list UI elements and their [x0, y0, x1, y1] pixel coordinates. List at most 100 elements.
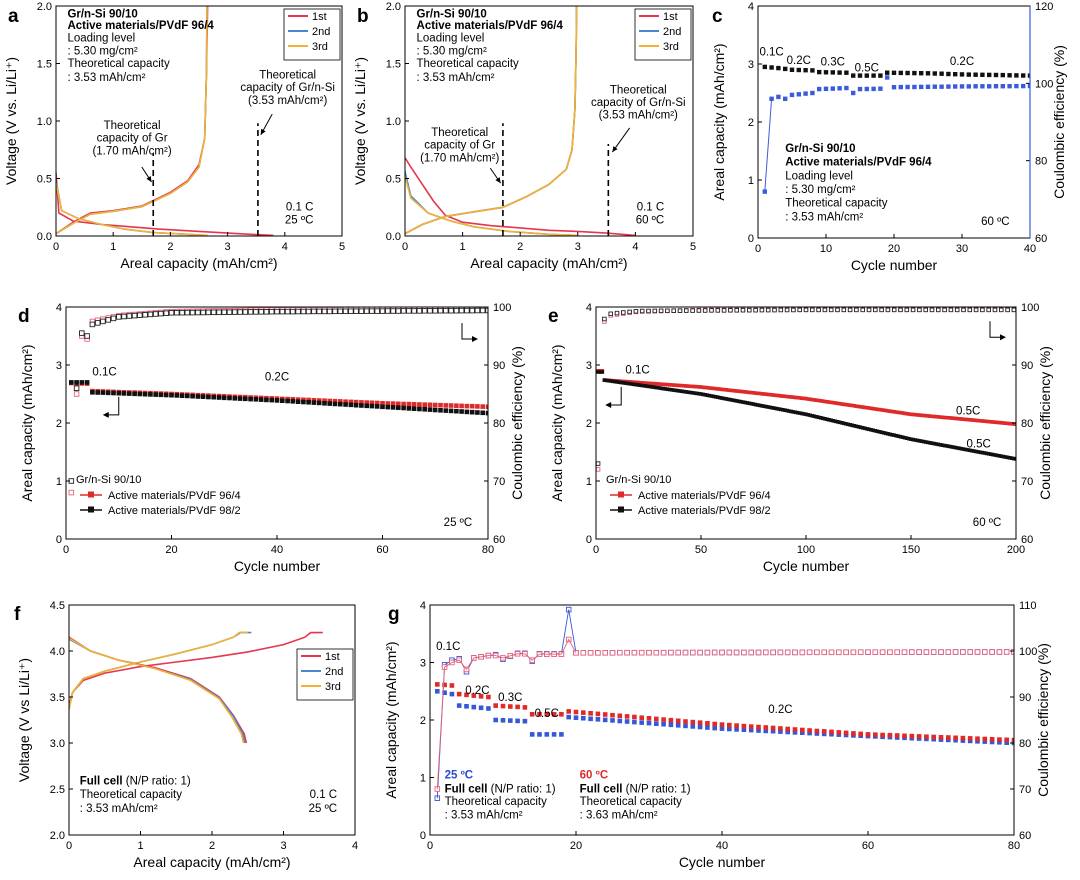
- y2-tick-label: 60: [493, 534, 505, 546]
- marker-60-c-capacity: [705, 721, 710, 726]
- marker-active-materials-pvdf-98-2: [728, 397, 733, 402]
- series-line-3rd: [56, 182, 208, 236]
- marker-60-c-ce: [952, 649, 959, 655]
- y2-tick-label: 60: [1035, 233, 1047, 245]
- marker-active-materials-pvdf-98-2: [285, 398, 290, 404]
- legend-title: Gr/n-Si 90/10: [606, 474, 671, 486]
- marker-active-materials-pvdf-96-4: [734, 389, 739, 393]
- marker-ce-pvdf-98-2: [715, 308, 721, 313]
- marker-60-c-capacity: [770, 725, 776, 731]
- marker-active-materials-pvdf-96-4: [316, 398, 322, 403]
- marker-60-c-capacity: [515, 704, 520, 710]
- marker-ce-pvdf-98-2: [126, 313, 133, 319]
- marker-active-materials-pvdf-98-2: [806, 413, 810, 417]
- marker-active-materials-pvdf-98-2: [137, 391, 143, 397]
- x-axis-label: Cycle number: [763, 558, 850, 574]
- marker-active-materials-pvdf-98-2: [936, 442, 941, 447]
- marker-active-materials-pvdf-96-4: [443, 403, 449, 408]
- marker-60-c-ce: [682, 649, 689, 656]
- marker-active-materials-pvdf-98-2: [316, 400, 322, 406]
- marker-active-materials-pvdf-96-4: [911, 412, 915, 417]
- annotation-text: capacity of Gr/n-Si: [591, 97, 686, 109]
- annotation: 25 ºC: [285, 214, 314, 226]
- marker-active-materials-pvdf-98-2: [688, 390, 693, 395]
- annotation-text: capacity of Gr/n-Si: [240, 82, 335, 94]
- marker-active-materials-pvdf-98-2: [913, 438, 917, 442]
- marker-active-materials-pvdf-98-2: [667, 387, 672, 392]
- marker-ce-pvdf-98-2: [980, 307, 985, 313]
- marker-ce-pvdf-98-2: [432, 308, 438, 314]
- marker-active-materials-pvdf-96-4: [684, 384, 689, 388]
- marker-25-c-capacity: [705, 725, 710, 730]
- marker-60-c-ce: [901, 649, 908, 655]
- panel-label: g: [388, 604, 400, 625]
- marker-ce-pvdf-98-2: [137, 312, 143, 318]
- marker-ce-pvdf-98-2: [337, 308, 344, 315]
- annotation: 0.2C: [465, 685, 489, 697]
- marker-coulombic-efficiency: [817, 86, 822, 92]
- marker-active-materials-pvdf-98-2: [84, 380, 90, 385]
- marker-ce-pvdf-98-2: [247, 309, 254, 315]
- marker-active-materials-pvdf-96-4: [921, 413, 926, 418]
- marker-areal-capacity: [993, 72, 999, 78]
- marker-active-materials-pvdf-98-2: [823, 417, 827, 421]
- marker-areal-capacity: [912, 70, 917, 76]
- marker-ce-pvdf-98-2: [860, 307, 865, 313]
- marker-active-materials-pvdf-96-4: [919, 413, 924, 418]
- annotation-text: 0.2C: [950, 56, 974, 68]
- marker-60-c-capacity: [763, 725, 769, 730]
- marker-60-c-ce: [843, 649, 849, 656]
- marker-active-materials-pvdf-96-4: [751, 391, 756, 395]
- marker-active-materials-pvdf-98-2: [665, 387, 670, 391]
- marker-60-c-capacity: [646, 716, 652, 721]
- marker-active-materials-pvdf-96-4: [385, 401, 391, 406]
- panel-label: f: [14, 604, 21, 625]
- marker-25-c-capacity: [821, 731, 827, 737]
- legend-swatch-marker: [88, 491, 94, 498]
- x-tick-label: 2: [517, 241, 523, 253]
- marker-active-materials-pvdf-98-2: [753, 402, 758, 407]
- marker-60-c-ce: [821, 649, 827, 656]
- marker-active-materials-pvdf-96-4: [972, 418, 976, 422]
- marker-active-materials-pvdf-98-2: [190, 393, 195, 399]
- marker-active-materials-pvdf-98-2: [827, 418, 831, 422]
- marker-active-materials-pvdf-98-2: [642, 384, 647, 388]
- marker-active-materials-pvdf-96-4: [823, 399, 827, 404]
- marker-active-materials-pvdf-96-4: [951, 416, 955, 420]
- marker-ce-pvdf-98-2: [696, 308, 702, 313]
- marker-active-materials-pvdf-96-4: [934, 414, 938, 419]
- y-tick-label: 3: [420, 658, 426, 670]
- annotation: : 5.30 mg/cm²: [67, 45, 137, 57]
- marker-active-materials-pvdf-96-4: [909, 412, 913, 417]
- marker-active-materials-pvdf-98-2: [951, 445, 955, 449]
- annotation: Theoretical: [610, 84, 667, 96]
- marker-active-materials-pvdf-96-4: [844, 402, 848, 407]
- marker-active-materials-pvdf-96-4: [327, 398, 332, 404]
- marker-active-materials-pvdf-96-4: [1010, 422, 1014, 426]
- marker-coulombic-efficiency: [864, 86, 869, 92]
- x-tick-label: 50: [695, 544, 707, 556]
- marker-active-materials-pvdf-96-4: [860, 405, 865, 409]
- legend: Gr/n-Si 90/10 Active materials/PVdF 96/4 A…: [606, 474, 771, 517]
- annotation: 0.1 C: [286, 202, 314, 214]
- marker-ce-pvdf-98-2: [728, 308, 733, 313]
- marker-active-materials-pvdf-96-4: [835, 401, 840, 406]
- marker-active-materials-pvdf-96-4: [991, 420, 995, 424]
- marker-coulombic-efficiency: [830, 86, 835, 91]
- annotation-text: 0.5C: [967, 438, 991, 450]
- marker-active-materials-pvdf-98-2: [600, 370, 605, 374]
- marker-active-materials-pvdf-98-2: [709, 394, 714, 398]
- annotation: 0.3C: [821, 57, 845, 69]
- marker-ce-pvdf-98-2: [200, 309, 206, 316]
- marker-active-materials-pvdf-98-2: [762, 404, 766, 408]
- marker-ce-pvdf-98-2: [709, 308, 714, 313]
- marker-active-materials-pvdf-98-2: [274, 398, 280, 403]
- marker-active-materials-pvdf-98-2: [993, 453, 997, 457]
- marker-ce-pvdf-98-2: [885, 307, 891, 313]
- marker-coulombic-efficiency: [912, 84, 917, 90]
- marker-ce-pvdf-98-2: [379, 308, 386, 314]
- marker-active-materials-pvdf-96-4: [743, 390, 747, 394]
- marker-25-c-capacity: [712, 725, 717, 731]
- marker-60-c-capacity: [486, 694, 491, 700]
- marker-active-materials-pvdf-96-4: [781, 394, 785, 398]
